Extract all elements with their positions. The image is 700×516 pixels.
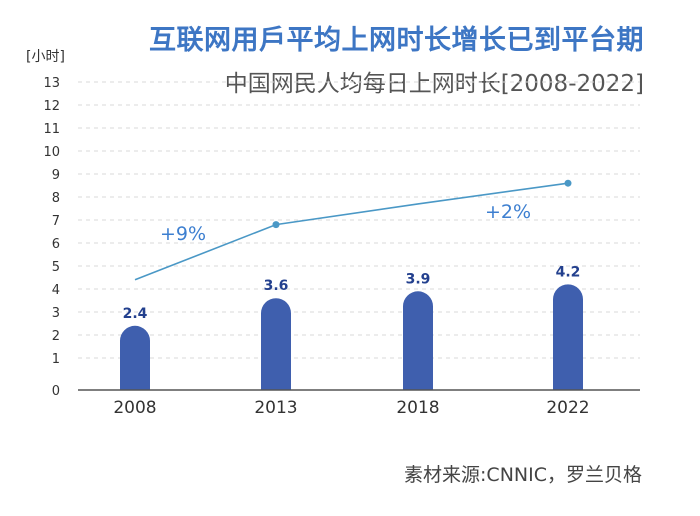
- y-tick-label: 1: [52, 352, 60, 367]
- y-tick-label: 11: [43, 122, 60, 137]
- bar-2022: [553, 284, 583, 390]
- chart-subtitle: 中国网民人均每日上网时长[2008-2022]: [224, 71, 644, 97]
- growth-label: +9%: [160, 223, 206, 245]
- trend-point-2022: [564, 179, 572, 187]
- y-tick-label: 9: [52, 168, 60, 183]
- bar-2018: [403, 291, 433, 390]
- trend-line: [134, 179, 572, 281]
- trend-point-2013: [272, 221, 280, 229]
- y-tick-label: 4: [52, 283, 60, 298]
- chart-title: 互联网用戶平均上网时长增长已到平台期: [149, 25, 644, 56]
- growth-annotations: +9% +2%: [160, 201, 531, 245]
- y-axis-label: [小时]: [26, 49, 65, 65]
- growth-label: +2%: [485, 201, 531, 223]
- y-tick-label: 8: [52, 191, 60, 206]
- x-tick-label: 2018: [396, 398, 439, 418]
- y-tick-label: 0: [52, 384, 60, 399]
- x-axis-ticks: 2008 2013 2018 2022: [113, 398, 589, 418]
- data-label-2022: 4.2: [556, 264, 581, 280]
- data-label-2013: 3.6: [264, 278, 289, 294]
- y-tick-label: 5: [52, 260, 60, 275]
- y-tick-label: 3: [52, 306, 60, 321]
- x-tick-label: 2013: [254, 398, 297, 418]
- source-note: 素材来源:CNNIC，罗兰贝格: [404, 464, 642, 486]
- data-label-2008: 2.4: [123, 306, 148, 322]
- bars: [120, 284, 583, 390]
- y-tick-label: 12: [43, 99, 60, 114]
- bar-2008: [120, 325, 150, 390]
- y-tick-label: 2: [52, 329, 60, 344]
- x-tick-label: 2008: [113, 398, 156, 418]
- y-tick-label: 13: [43, 76, 60, 91]
- trend-line-path: [134, 182, 569, 281]
- y-tick-label: 6: [52, 237, 60, 252]
- data-labels: 2.4 3.6 3.9 4.2: [123, 264, 581, 321]
- y-tick-label: 10: [43, 145, 60, 160]
- y-tick-label: 7: [52, 214, 60, 229]
- x-tick-label: 2022: [546, 398, 589, 418]
- grid-lines: [78, 81, 640, 359]
- bar-2013: [261, 298, 291, 390]
- data-label-2018: 3.9: [406, 271, 431, 287]
